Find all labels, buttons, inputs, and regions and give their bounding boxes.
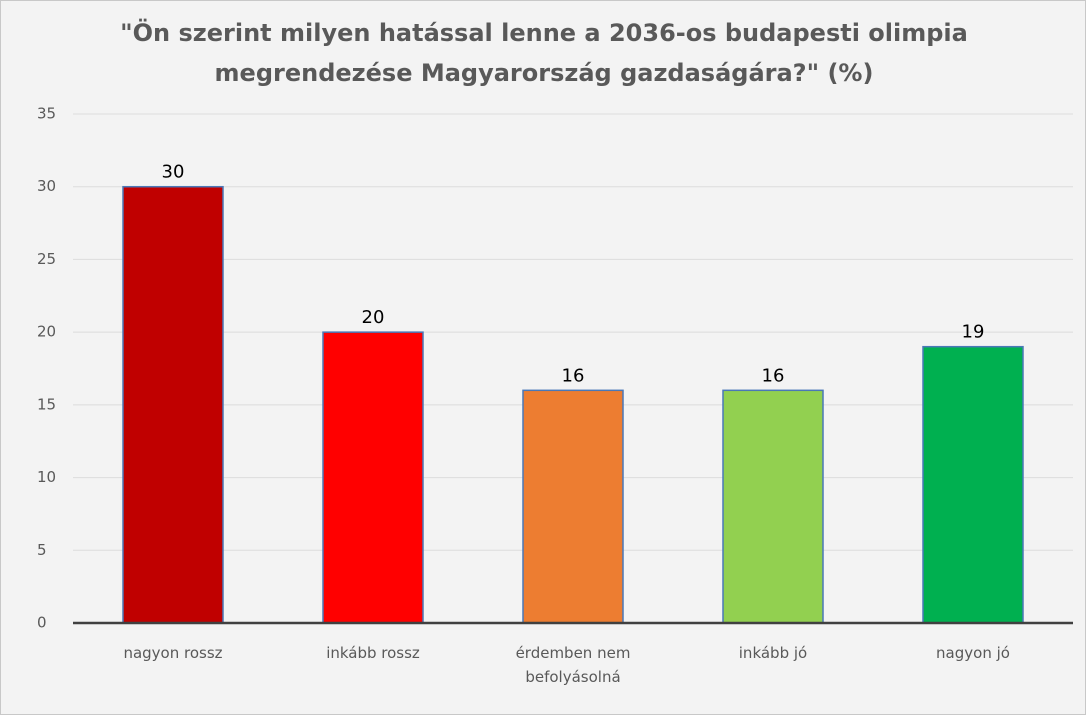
bar (722, 389, 824, 624)
y-tick-label: 25 (37, 250, 56, 268)
data-label: 30 (162, 162, 185, 183)
bar (522, 389, 624, 624)
y-tick-label: 10 (37, 468, 56, 486)
x-tick-label: inkább jó (738, 644, 808, 662)
chart-title: "Ön szerint milyen hatással lenne a 2036… (120, 19, 968, 87)
data-label: 19 (962, 322, 985, 343)
y-tick-label: 35 (37, 105, 56, 123)
data-label: 16 (562, 365, 585, 386)
y-tick-label: 0 (37, 614, 47, 632)
x-tick-label: nagyon rossz (123, 644, 223, 662)
bar (922, 345, 1024, 624)
y-tick-label: 20 (37, 323, 56, 341)
bar (322, 331, 424, 624)
y-tick-label: 15 (37, 395, 56, 413)
x-tick-label: nagyon jó (936, 644, 1010, 662)
data-label: 20 (362, 307, 385, 328)
bar (122, 185, 224, 624)
y-tick-label: 30 (37, 177, 56, 195)
x-tick-label: inkább rossz (326, 644, 420, 662)
y-tick-label: 5 (37, 541, 47, 559)
data-label: 16 (762, 365, 785, 386)
x-tick-label: érdemben nem befolyásolná (515, 644, 631, 686)
